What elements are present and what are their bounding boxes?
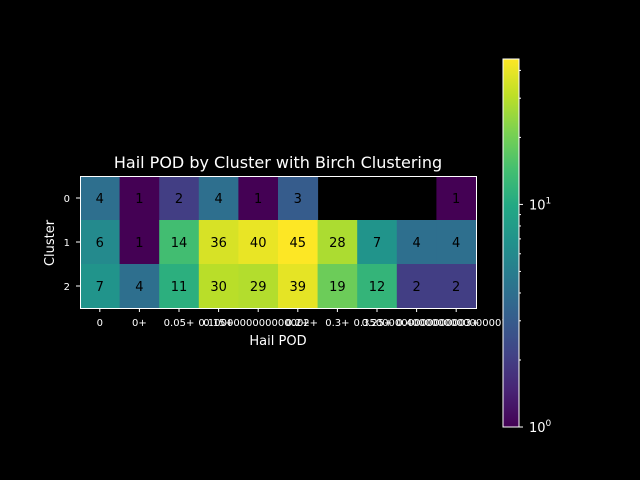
x-axis-ticks: 0 0+ 0.05+ 0.15+0.1000000000000002+0.2+ 0.3+… <box>97 308 516 329</box>
x-tick-label: 0.05+ <box>164 318 195 329</box>
colorbar-ticks: 100 101 <box>519 69 552 436</box>
x-tick-label: 0.2+ <box>286 318 310 329</box>
heatmap-cell <box>159 220 200 265</box>
heatmap-cell <box>80 264 121 309</box>
x-tick-label: 0.15+ <box>203 318 234 329</box>
cell-value-label: 4 <box>412 236 420 251</box>
heatmap-cell <box>80 176 121 221</box>
x-tick-label: 0.25+ <box>362 318 393 329</box>
cell-value-label: 4 <box>214 192 222 207</box>
cell-value-label: 4 <box>452 236 460 251</box>
heatmap-cell <box>119 220 160 265</box>
colorbar-frame <box>502 58 520 428</box>
cell-value-label: 1 <box>254 192 262 207</box>
cell-value-label: 4 <box>96 192 104 207</box>
heatmap-cell <box>119 264 160 309</box>
heatmap-cell <box>278 264 319 309</box>
cell-value-label: 45 <box>290 236 307 251</box>
colorbar <box>503 59 519 427</box>
heatmap-cell <box>317 220 358 265</box>
x-tick-label: 0.3+ <box>325 318 349 329</box>
heatmap-cell <box>396 220 437 265</box>
cell-value-label: 28 <box>329 236 346 251</box>
cell-value-label: 7 <box>373 236 381 251</box>
heatmap-cell <box>357 264 398 309</box>
heatmap-cell <box>436 264 477 309</box>
heatmap-cell <box>119 176 160 221</box>
cell-value-label: 29 <box>250 280 267 295</box>
cell-value-label: 2 <box>452 280 460 295</box>
heatmap-cell <box>436 176 477 221</box>
x-tick-label: 0.4000000000000001+ <box>396 318 516 329</box>
cell-value-label: 14 <box>171 236 188 251</box>
cell-value-label: 11 <box>171 280 188 295</box>
y-axis-label: Cluster <box>43 219 58 266</box>
cell-value-label: 36 <box>210 236 227 251</box>
y-tick-label: 2 <box>64 282 70 293</box>
cell-value-label: 1 <box>135 192 143 207</box>
plot-frame <box>80 176 477 309</box>
heatmap-cell <box>198 176 239 221</box>
heatmap-cell <box>80 220 121 265</box>
heatmap-cell-labels: 4 1 2 4 1 3 16 1 14 36 40 45 28 7 4 47 4 11 30 29 39 19 12 2 2 <box>96 192 461 295</box>
cell-value-label: 2 <box>175 192 183 207</box>
heatmap-cell <box>198 220 239 265</box>
cell-value-label: 6 <box>96 236 104 251</box>
x-tick-label: 0.1000000000000002+ <box>198 318 318 329</box>
heatmap-cell <box>238 264 279 309</box>
colorbar-tick-label: 100 <box>529 419 552 436</box>
cell-value-label: 1 <box>452 192 460 207</box>
heatmap-cells <box>80 176 477 309</box>
heatmap-cell <box>159 264 200 309</box>
x-tick-label: 0+ <box>132 318 147 329</box>
heatmap-cell <box>357 220 398 265</box>
cell-value-label: 30 <box>210 280 227 295</box>
cell-value-label: 2 <box>412 280 420 295</box>
x-axis-label: Hail POD <box>249 334 306 349</box>
cell-value-label: 19 <box>329 280 346 295</box>
x-tick-label: 0.35000000000000003+ <box>354 318 480 329</box>
heatmap-cell <box>317 264 358 309</box>
chart-title: Hail POD by Cluster with Birch Clusterin… <box>114 153 442 172</box>
y-tick-label: 0 <box>64 194 70 205</box>
heatmap-cell <box>278 176 319 221</box>
heatmap-cell <box>198 264 239 309</box>
cell-value-label: 3 <box>294 192 302 207</box>
x-tick-label: 0 <box>97 318 103 329</box>
cell-value-label: 1 <box>135 236 143 251</box>
heatmap-cell <box>278 220 319 265</box>
cell-value-label: 4 <box>135 280 143 295</box>
heatmap-cell <box>238 176 279 221</box>
heatmap-cell <box>159 176 200 221</box>
colorbar-tick-label: 101 <box>529 196 551 213</box>
y-axis-ticks: 0 1 2 <box>64 194 80 293</box>
heatmap-cell <box>238 220 279 265</box>
heatmap-cell <box>396 264 437 309</box>
cell-value-label: 39 <box>290 280 307 295</box>
cell-value-label: 7 <box>96 280 104 295</box>
cell-value-label: 12 <box>369 280 386 295</box>
y-tick-label: 1 <box>64 238 70 249</box>
heatmap-cell <box>436 220 477 265</box>
cell-value-label: 40 <box>250 236 267 251</box>
